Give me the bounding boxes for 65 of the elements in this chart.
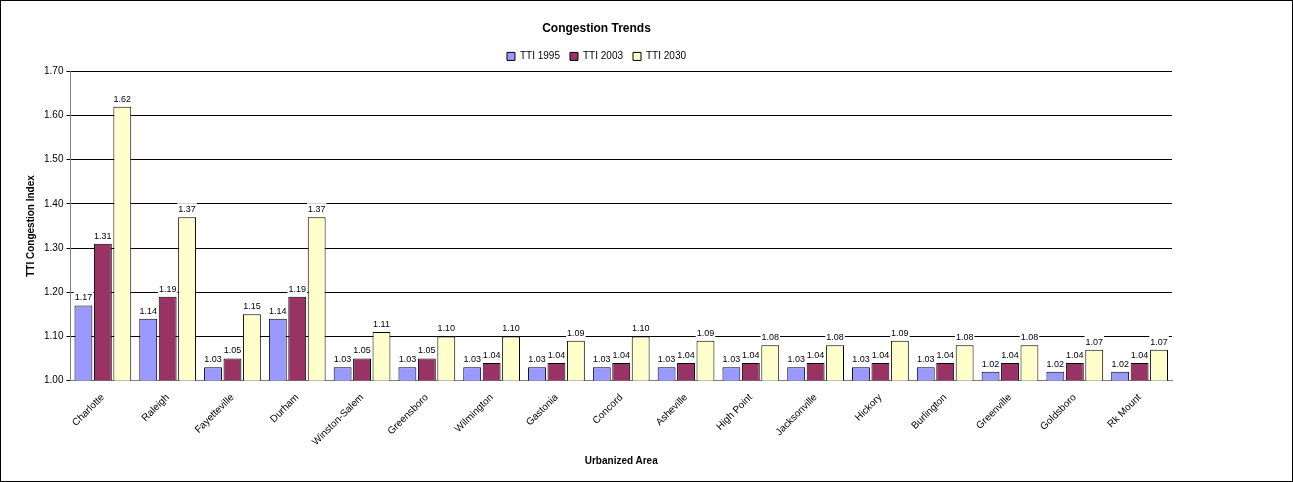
y-tick-label: 1.40 bbox=[43, 197, 64, 209]
data-label: 1.04 bbox=[612, 349, 630, 360]
data-label: 1.09 bbox=[696, 327, 715, 338]
data-label: 1.10 bbox=[437, 323, 456, 334]
data-label: 1.04 bbox=[1001, 349, 1019, 360]
data-label: 1.03 bbox=[852, 354, 870, 365]
data-label: 1.02 bbox=[1046, 358, 1065, 369]
data-label: 1.03 bbox=[528, 354, 546, 365]
x-axis-title: Urbanized Area bbox=[584, 454, 659, 466]
y-tick-label: 1.00 bbox=[43, 374, 64, 386]
data-label: 1.03 bbox=[204, 354, 222, 365]
data-label: 1.03 bbox=[333, 354, 352, 365]
data-label: 1.10 bbox=[631, 323, 650, 334]
data-label: 1.10 bbox=[502, 323, 520, 334]
data-label: 1.04 bbox=[1066, 349, 1084, 360]
data-label: 1.03 bbox=[398, 354, 417, 365]
data-label: 1.04 bbox=[742, 349, 760, 360]
data-label: 1.05 bbox=[353, 345, 371, 356]
chart-title: Congestion Trends bbox=[542, 20, 652, 35]
data-label: 1.03 bbox=[787, 354, 805, 365]
data-label: 1.14 bbox=[139, 305, 157, 316]
data-label: 1.04 bbox=[547, 349, 566, 360]
data-label: 1.03 bbox=[722, 354, 741, 365]
y-tick-label: 1.20 bbox=[43, 285, 64, 297]
data-label: 1.03 bbox=[593, 354, 611, 365]
data-label: 1.04 bbox=[806, 349, 825, 360]
data-label: 1.04 bbox=[482, 349, 501, 360]
data-label: 1.04 bbox=[1130, 349, 1149, 360]
data-label: 1.62 bbox=[113, 93, 132, 104]
data-label: 1.08 bbox=[1020, 332, 1039, 343]
data-label: 1.08 bbox=[826, 332, 844, 343]
y-tick-label: 1.30 bbox=[43, 241, 64, 253]
data-label: 1.05 bbox=[418, 345, 436, 356]
data-label: 1.04 bbox=[936, 349, 954, 360]
y-tick-label: 1.70 bbox=[43, 65, 64, 77]
y-tick-label: 1.50 bbox=[43, 153, 64, 165]
data-label: 1.37 bbox=[178, 204, 196, 215]
data-label: 1.07 bbox=[1150, 336, 1168, 347]
data-label: 1.04 bbox=[871, 349, 890, 360]
y-tick-label: 1.10 bbox=[43, 330, 64, 342]
data-label: 1.08 bbox=[761, 332, 780, 343]
data-label: 1.09 bbox=[891, 327, 909, 338]
data-label: 1.11 bbox=[373, 318, 390, 329]
data-label: 1.03 bbox=[917, 354, 935, 365]
data-label: 1.19 bbox=[288, 283, 307, 294]
data-label: 1.02 bbox=[981, 358, 1000, 369]
y-tick-label: 1.60 bbox=[43, 109, 64, 121]
data-label: 1.19 bbox=[158, 283, 177, 294]
legend-label: TTI 2030 bbox=[646, 50, 687, 62]
y-axis-title: TTI Congestion Index bbox=[24, 174, 36, 277]
data-label: 1.02 bbox=[1111, 358, 1129, 369]
data-label: 1.07 bbox=[1085, 336, 1104, 347]
data-label: 1.31 bbox=[94, 230, 112, 241]
data-label: 1.14 bbox=[269, 305, 287, 316]
legend-label: TTI 2003 bbox=[582, 50, 624, 62]
data-label: 1.09 bbox=[567, 327, 585, 338]
data-label: 1.05 bbox=[223, 345, 242, 356]
legend-label: TTI 1995 bbox=[519, 50, 561, 62]
data-label: 1.03 bbox=[463, 354, 481, 365]
data-label: 1.15 bbox=[243, 301, 261, 312]
data-label: 1.17 bbox=[74, 292, 93, 303]
data-label: 1.04 bbox=[677, 349, 695, 360]
data-label: 1.03 bbox=[657, 354, 676, 365]
data-label: 1.37 bbox=[307, 204, 326, 215]
data-label: 1.08 bbox=[955, 332, 974, 343]
